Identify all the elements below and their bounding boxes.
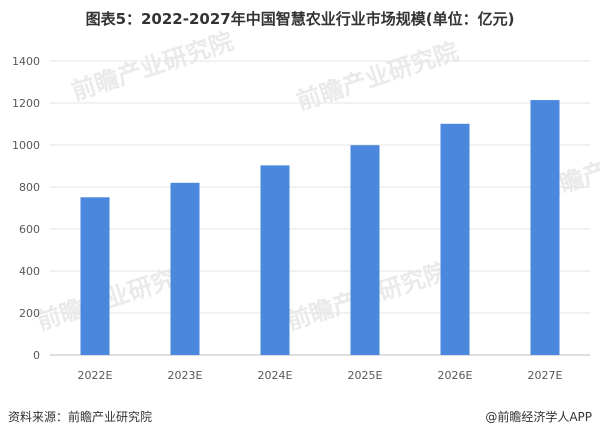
bar-2022E bbox=[80, 197, 110, 355]
x-tick-label: 2026E bbox=[438, 369, 473, 382]
x-axis-ticks: 2022E 2023E 2024E 2025E 2026E 2027E bbox=[78, 369, 563, 382]
watermark-text: 前瞻产业研究院 bbox=[293, 37, 461, 116]
bar-2027E bbox=[530, 100, 560, 355]
bar-group bbox=[80, 100, 560, 355]
chart-title: 图表5：2022-2027年中国智慧农业行业市场规模(单位：亿元) bbox=[85, 10, 515, 28]
bar-2026E bbox=[440, 123, 470, 355]
x-tick-label: 2022E bbox=[78, 369, 113, 382]
gridlines bbox=[50, 60, 590, 356]
bar-2023E bbox=[170, 182, 200, 355]
watermark-text: 前瞻产业研究院 bbox=[68, 27, 236, 106]
y-tick-label: 1400 bbox=[12, 55, 40, 68]
y-tick-label: 1000 bbox=[12, 139, 40, 152]
x-tick-label: 2027E bbox=[528, 369, 563, 382]
y-axis-ticks: 0 200 400 600 800 1000 1200 1400 bbox=[12, 55, 40, 362]
watermark-group: 前瞻产业研究院前瞻产业研究院前瞻产业研究院前瞻产业研究院前瞻产业研究院 bbox=[33, 27, 600, 336]
bar-2025E bbox=[350, 145, 380, 355]
y-tick-label: 800 bbox=[19, 181, 40, 194]
y-tick-label: 1200 bbox=[12, 97, 40, 110]
y-tick-label: 0 bbox=[33, 349, 40, 362]
x-tick-label: 2023E bbox=[168, 369, 203, 382]
bar-2024E bbox=[260, 165, 290, 355]
x-tick-label: 2024E bbox=[258, 369, 293, 382]
y-tick-label: 600 bbox=[19, 223, 40, 236]
y-tick-label: 400 bbox=[19, 265, 40, 278]
x-tick-label: 2025E bbox=[348, 369, 383, 382]
y-tick-label: 200 bbox=[19, 307, 40, 320]
source-note: 资料来源：前瞻产业研究院 bbox=[8, 410, 153, 424]
brand-label: @前瞻经济学人APP bbox=[485, 410, 592, 424]
